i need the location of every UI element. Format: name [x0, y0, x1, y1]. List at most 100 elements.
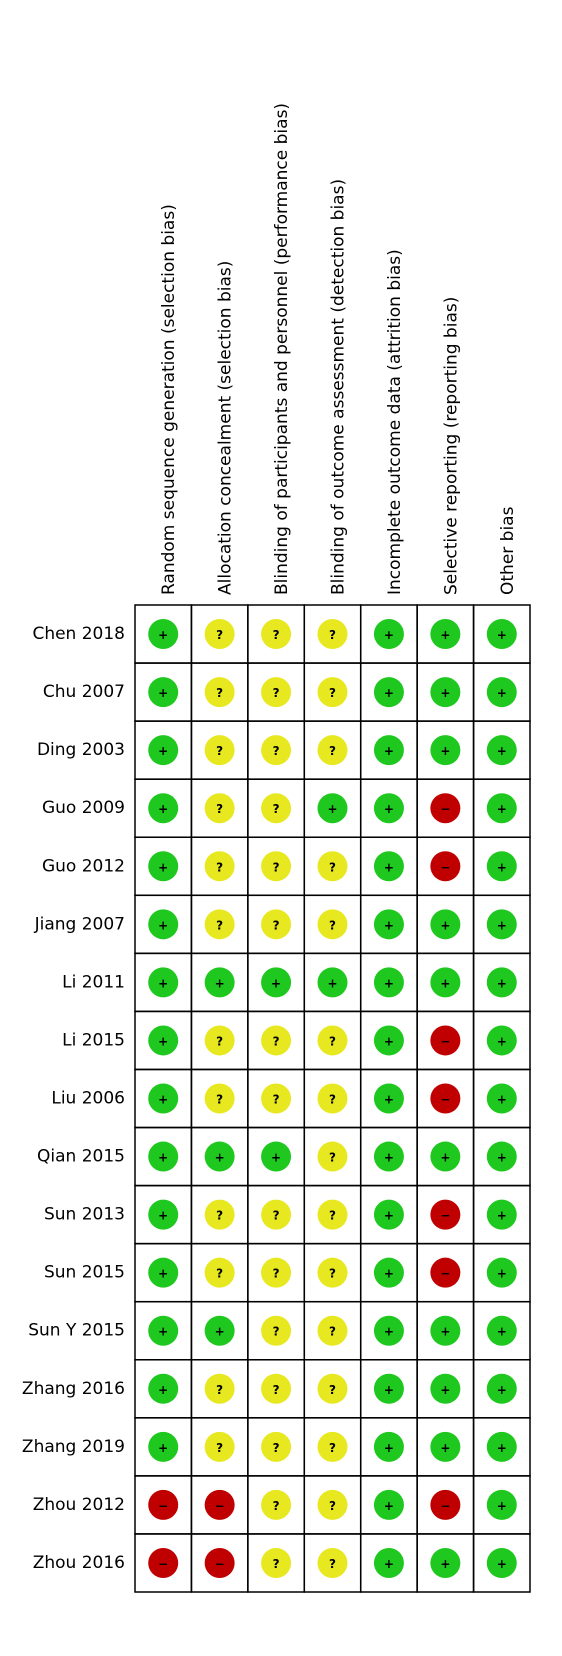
judgment-symbol: −: [440, 860, 450, 874]
judgment-symbol: +: [497, 1151, 507, 1165]
judgment-dot: [430, 1431, 461, 1462]
study-label: Zhou 2016: [33, 1553, 125, 1573]
judgment-symbol: +: [497, 744, 507, 758]
judgment-symbol: +: [384, 1151, 394, 1165]
judgment-symbol: +: [384, 918, 394, 932]
judgment-symbol: ?: [329, 1557, 336, 1571]
judgment-symbol: ?: [273, 628, 280, 642]
judgment-dot: [486, 793, 517, 824]
judgment-symbol: ?: [273, 1209, 280, 1223]
judgment-dot: [317, 1199, 348, 1230]
judgment-dot: [430, 1025, 461, 1056]
judgment-symbol: ?: [273, 1441, 280, 1455]
judgment-symbol: ?: [273, 1267, 280, 1281]
judgment-dot: [430, 793, 461, 824]
judgment-symbol: +: [384, 1383, 394, 1397]
judgment-dot: [204, 793, 235, 824]
judgment-symbol: −: [440, 1499, 450, 1513]
judgment-dot: [317, 1547, 348, 1578]
study-label: Ding 2003: [37, 740, 125, 760]
judgment-dot: [317, 677, 348, 708]
judgment-symbol: ?: [273, 686, 280, 700]
study-label: Zhou 2012: [33, 1495, 125, 1515]
judgment-dot: [148, 619, 179, 650]
judgment-dot: [204, 1489, 235, 1520]
study-label: Sun 2013: [44, 1205, 125, 1225]
judgment-dot: [486, 1141, 517, 1172]
judgment-symbol: +: [158, 686, 168, 700]
judgment-symbol: ?: [273, 1557, 280, 1571]
judgment-dot: [373, 793, 404, 824]
judgment-dot: [373, 1257, 404, 1288]
judgment-symbol: ?: [216, 860, 223, 874]
judgment-dot: [261, 1373, 292, 1404]
judgment-symbol: +: [384, 1209, 394, 1223]
judgment-symbol: +: [497, 686, 507, 700]
judgment-dot: [430, 1083, 461, 1114]
judgment-symbol: +: [384, 744, 394, 758]
judgment-symbol: +: [158, 860, 168, 874]
judgment-symbol: +: [158, 1383, 168, 1397]
judgment-dot: [261, 1489, 292, 1520]
judgment-symbol: +: [158, 1325, 168, 1339]
judgment-symbol: +: [271, 1151, 281, 1165]
judgment-symbol: ?: [329, 1325, 336, 1339]
judgment-symbol: ?: [273, 860, 280, 874]
domain-label: Random sequence generation (selection bi…: [159, 204, 179, 595]
judgment-symbol: ?: [273, 802, 280, 816]
judgment-dot: [430, 619, 461, 650]
judgment-symbol: −: [440, 1034, 450, 1048]
judgment-symbol: +: [497, 1557, 507, 1571]
judgment-symbol: +: [440, 1151, 450, 1165]
judgment-dot: [317, 1315, 348, 1346]
judgment-symbol: +: [497, 1325, 507, 1339]
judgment-dot: [373, 1373, 404, 1404]
judgment-dot: [373, 677, 404, 708]
judgment-symbol: ?: [216, 1209, 223, 1223]
judgment-symbol: +: [215, 1151, 225, 1165]
judgment-symbol: +: [497, 860, 507, 874]
judgment-symbol: ?: [216, 918, 223, 932]
domain-label: Blinding of participants and personnel (…: [272, 103, 292, 595]
judgment-dot: [317, 1083, 348, 1114]
judgment-dot: [148, 735, 179, 766]
judgment-dot: [486, 735, 517, 766]
judgment-dot: [430, 851, 461, 882]
judgment-symbol: ?: [329, 628, 336, 642]
study-label: Chu 2007: [43, 682, 125, 702]
judgment-symbol: +: [384, 1441, 394, 1455]
judgment-symbol: ?: [216, 686, 223, 700]
judgment-dot: [373, 619, 404, 650]
judgment-symbol: ?: [273, 1383, 280, 1397]
judgment-symbol: ?: [216, 1267, 223, 1281]
judgment-dot: [486, 1257, 517, 1288]
judgment-symbol: +: [497, 1383, 507, 1397]
judgment-dot: [204, 1431, 235, 1462]
judgment-dot: [261, 909, 292, 940]
judgment-symbol: +: [497, 976, 507, 990]
judgment-dot: [148, 793, 179, 824]
judgment-dot: [148, 1431, 179, 1462]
judgment-symbol: +: [497, 1499, 507, 1513]
judgment-symbol: −: [215, 1499, 225, 1513]
judgment-dot: [148, 1141, 179, 1172]
judgment-symbol: +: [384, 1034, 394, 1048]
study-label: Li 2015: [62, 1030, 125, 1050]
judgment-dot: [261, 1431, 292, 1462]
judgment-symbol: +: [497, 802, 507, 816]
judgment-symbol: +: [497, 1209, 507, 1223]
judgment-dot: [317, 909, 348, 940]
judgment-dot: [373, 909, 404, 940]
judgment-dot: [486, 851, 517, 882]
judgment-dot: [317, 1373, 348, 1404]
judgment-symbol: −: [158, 1557, 168, 1571]
judgment-dot: [317, 1489, 348, 1520]
judgment-dot: [148, 909, 179, 940]
judgment-dot: [148, 1199, 179, 1230]
judgment-symbol: +: [215, 1325, 225, 1339]
domain-label: Other bias: [498, 506, 518, 595]
study-label: Sun 2015: [44, 1263, 125, 1283]
judgment-symbol: +: [440, 1441, 450, 1455]
judgment-symbol: +: [440, 744, 450, 758]
judgment-dot: [261, 1199, 292, 1230]
